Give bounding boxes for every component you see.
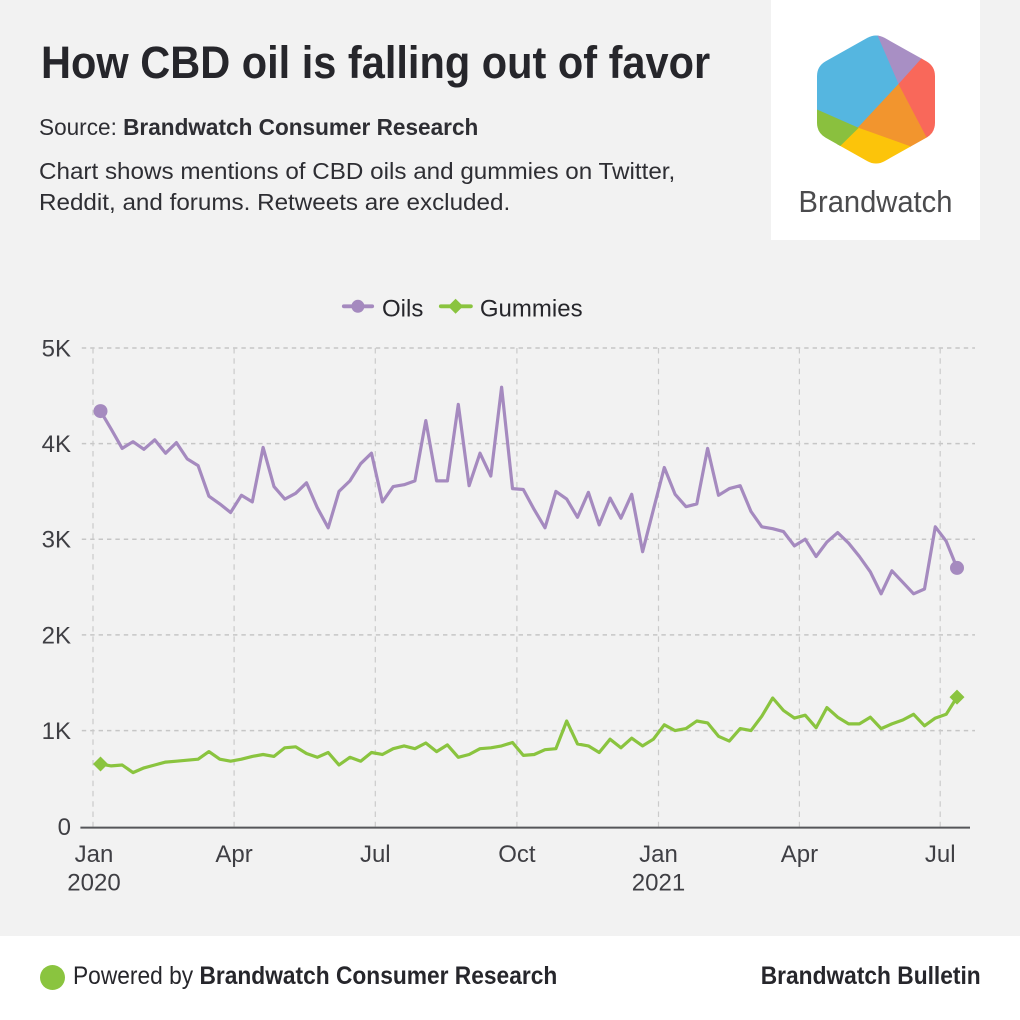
svg-text:Jul: Jul: [360, 841, 391, 868]
svg-text:Gummies: Gummies: [480, 296, 583, 323]
svg-text:Oct: Oct: [498, 841, 536, 868]
svg-text:1K: 1K: [42, 718, 71, 745]
svg-text:2021: 2021: [632, 870, 685, 897]
svg-text:4K: 4K: [42, 431, 71, 458]
svg-text:5K: 5K: [42, 335, 71, 362]
svg-text:2K: 2K: [42, 622, 71, 649]
svg-text:Oils: Oils: [382, 296, 423, 323]
svg-text:Apr: Apr: [781, 841, 818, 868]
svg-text:0: 0: [58, 814, 71, 841]
svg-text:2020: 2020: [67, 870, 120, 897]
svg-text:Jan: Jan: [75, 841, 114, 868]
svg-text:Jan: Jan: [639, 841, 678, 868]
svg-text:Jul: Jul: [925, 841, 956, 868]
svg-text:Apr: Apr: [215, 841, 252, 868]
svg-text:3K: 3K: [42, 527, 71, 554]
